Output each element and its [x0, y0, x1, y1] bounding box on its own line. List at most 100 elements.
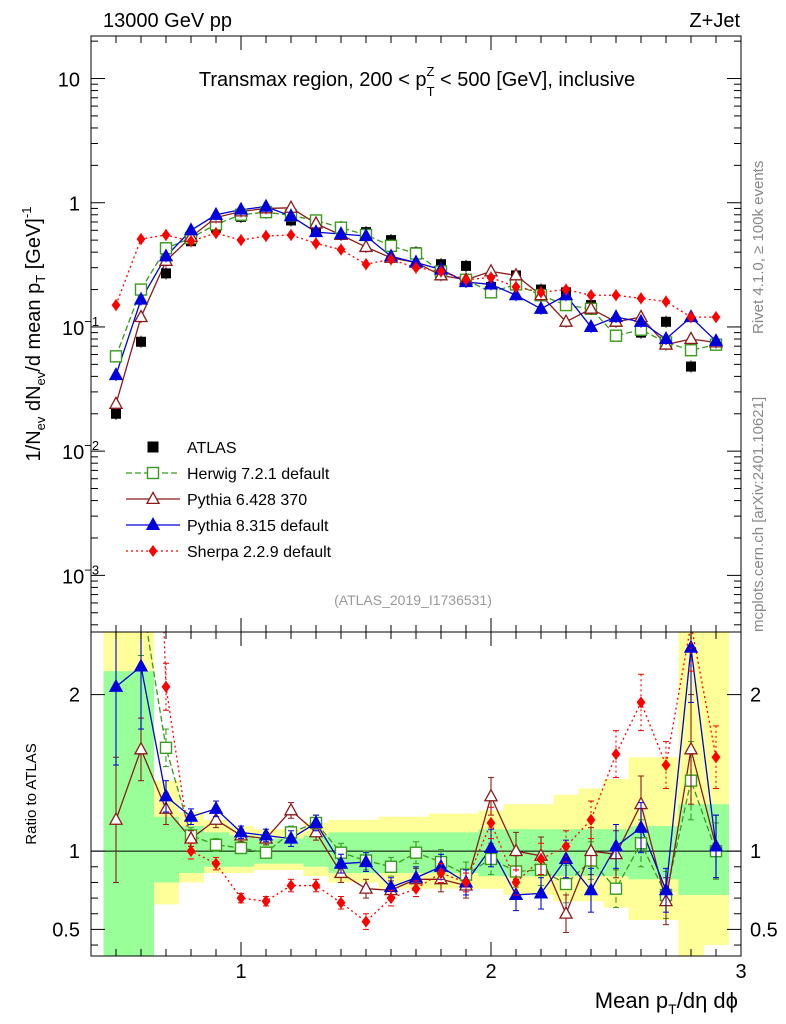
point-sherpa-2-2-9-default [361, 258, 371, 271]
header-right: Z+Jet [689, 10, 740, 32]
legend-label-herwig-7-2-1-default: Herwig 7.2.1 default [187, 466, 330, 483]
point-pythia-6-428-370 [583, 300, 599, 314]
main-frame-bg [91, 36, 741, 632]
ratio-point-sherpa-2-2-9-default [261, 895, 271, 908]
legend-label-atlas: ATLAS [187, 440, 237, 457]
ratio-point-pythia-8-315-default [583, 882, 599, 896]
main-panel: 10 1 10−1 10−2 10−3 Transmax region, 200 < p… [19, 35, 742, 633]
ratio-point-pythia-8-315-default [308, 815, 324, 829]
point-pythia-6-428-370 [358, 239, 374, 253]
point-sherpa-2-2-9-default [711, 311, 721, 324]
point-pythia-8-315-default [633, 313, 649, 327]
ratio-point-pythia-6-428-370 [108, 811, 124, 825]
analysis-watermark: (ATLAS_2019_I1736531) [334, 592, 492, 608]
point-pythia-8-315-default [708, 333, 724, 347]
point-pythia-8-315-default [183, 222, 199, 236]
x-tick-label: 2 [485, 961, 496, 983]
point-pythia-8-315-default [333, 226, 349, 240]
point-sherpa-2-2-9-default [611, 289, 621, 302]
point-sherpa-2-2-9-default [236, 234, 246, 247]
ratio-point-sherpa-2-2-9-default [511, 876, 521, 889]
point-pythia-6-428-370 [508, 267, 524, 281]
ratio-point-herwig-7-2-1-default [259, 846, 273, 859]
point-pythia-8-315-default [583, 319, 599, 333]
legend-marker-pythia-8-315-default [145, 517, 161, 531]
ratio-y-tick-labels: 0.5 0.5 1 1 2 2 [52, 685, 778, 942]
point-sherpa-2-2-9-default [461, 273, 471, 286]
ratio-point-sherpa-2-2-9-default [386, 892, 396, 905]
main-y-tick-label: 1 [69, 194, 80, 216]
ratio-uncertainty-bands [103, 632, 729, 956]
legend-marker-pythia-6-428-370 [145, 491, 161, 505]
ratio-point-sherpa-2-2-9-default [561, 840, 571, 853]
ratio-y-axis-label: Ratio to ATLAS [23, 743, 40, 844]
mcplots-label: mcplots.cern.ch [arXiv:2401.10621] [750, 397, 767, 632]
point-sherpa-2-2-9-default [636, 292, 646, 305]
point-atlas [686, 361, 696, 372]
ratio-point-pythia-8-315-default [533, 885, 549, 899]
ratio-point-pythia-8-315-default [133, 658, 149, 672]
ratio-point-pythia-6-428-370 [683, 741, 699, 755]
ratio-point-sherpa-2-2-9-default [436, 866, 446, 880]
legend: ATLAS Herwig 7.2.1 default Pythia 6.428 37… [126, 440, 332, 561]
point-sherpa-2-2-9-default [311, 237, 321, 250]
point-pythia-8-315-default [533, 300, 549, 314]
ratio-point-sherpa-2-2-9-default [486, 816, 496, 830]
header-left: 13000 GeV pp [103, 10, 232, 32]
point-pythia-8-315-default [508, 287, 524, 301]
point-sherpa-2-2-9-default [136, 233, 146, 246]
point-sherpa-2-2-9-default [336, 243, 346, 256]
ratio-point-herwig-7-2-1-default [559, 877, 573, 891]
main-y-tick-labels: 10 1 10−1 10−2 10−3 [58, 70, 99, 589]
point-herwig-7-2-1-default [684, 343, 698, 357]
main-y-tick-label: 10−2 [62, 438, 99, 464]
legend-label-sherpa-2-2-9-default: Sherpa 2.2.9 default [187, 544, 332, 561]
legend-marker-atlas [147, 441, 159, 453]
ratio-point-herwig-7-2-1-default [209, 838, 223, 852]
point-atlas [136, 336, 146, 347]
ratio-y-tick-label-right: 2 [750, 685, 761, 707]
point-atlas [111, 408, 121, 419]
main-axis-ticks [91, 36, 741, 632]
point-pythia-8-315-default [283, 208, 299, 222]
point-sherpa-2-2-9-default [161, 228, 171, 242]
ratio-point-herwig-7-2-1-default [159, 741, 173, 755]
legend-label-pythia-8-315-default: Pythia 8.315 default [187, 518, 329, 535]
point-sherpa-2-2-9-default [286, 228, 296, 242]
band-inner-bin [153, 816, 179, 883]
ratio-point-sherpa-2-2-9-default [361, 915, 371, 928]
ratio-point-pythia-8-315-default [633, 819, 649, 833]
ratio-point-pythia-8-315-default [183, 808, 199, 822]
point-sherpa-2-2-9-default [411, 261, 421, 274]
ratio-data-marks [108, 632, 724, 934]
point-pythia-8-315-default [133, 291, 149, 305]
point-sherpa-2-2-9-default [261, 229, 271, 243]
point-herwig-7-2-1-default [109, 350, 123, 363]
ratio-point-pythia-8-315-default [608, 838, 624, 852]
ratio-point-sherpa-2-2-9-default [636, 696, 646, 709]
ratio-point-sherpa-2-2-9-default [186, 845, 196, 858]
ratio-point-pythia-8-315-default [158, 788, 174, 802]
point-pythia-8-315-default [233, 201, 249, 215]
ratio-point-sherpa-2-2-9-default [661, 758, 671, 772]
point-pythia-8-315-default [258, 198, 274, 212]
point-pythia-8-315-default [108, 367, 124, 381]
main-y-tick-label: 10 [58, 70, 80, 92]
point-pythia-8-315-default [158, 248, 174, 262]
point-pythia-8-315-default [608, 309, 624, 323]
ratio-point-pythia-6-428-370 [208, 811, 224, 825]
ratio-point-sherpa-2-2-9-default [236, 892, 246, 905]
point-pythia-8-315-default [208, 206, 224, 220]
x-tick-labels: 1 2 3 [235, 961, 746, 983]
legend-marker-herwig-7-2-1-default [146, 466, 160, 480]
point-sherpa-2-2-9-default [511, 280, 521, 293]
ratio-frame [90, 631, 742, 957]
point-pythia-6-428-370 [558, 313, 574, 327]
ratio-point-sherpa-2-2-9-default [711, 751, 721, 764]
ratio-point-herwig-7-2-1-default [384, 860, 398, 873]
point-sherpa-2-2-9-default [661, 295, 671, 308]
ratio-axis-ticks [91, 632, 741, 956]
ratio-point-sherpa-2-2-9-default [336, 896, 346, 909]
ratio-point-pythia-8-315-default [508, 887, 524, 901]
